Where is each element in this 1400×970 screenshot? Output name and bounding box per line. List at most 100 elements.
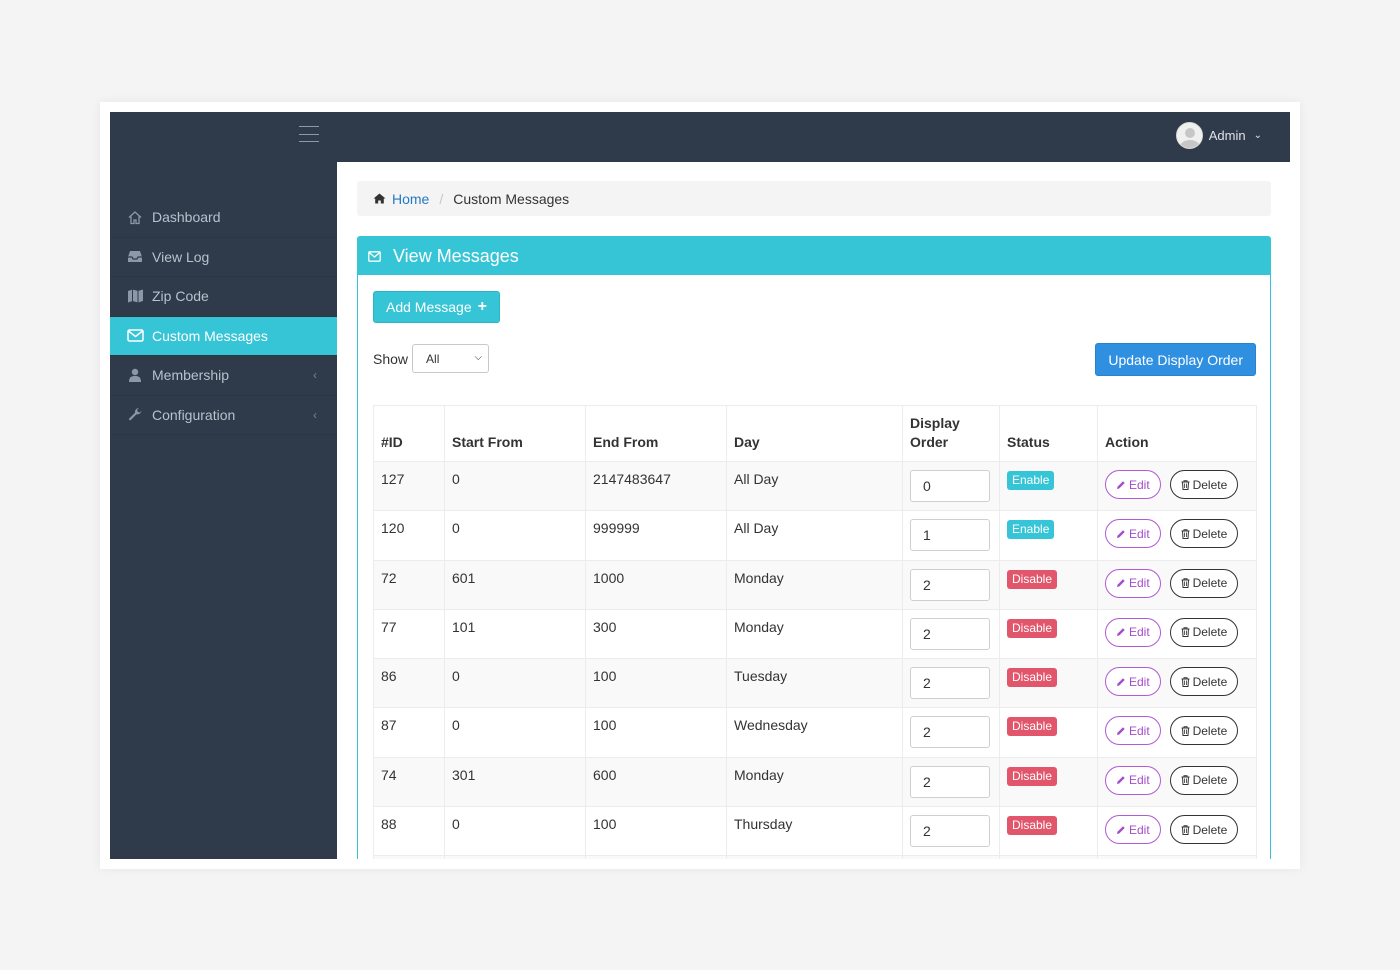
sidebar-item-view-log[interactable]: View Log	[110, 238, 337, 277]
cell-day: Wednesday	[726, 707, 903, 758]
delete-button[interactable]: Delete	[1169, 716, 1239, 746]
cell-day: All Day	[726, 460, 903, 512]
cell-action: Edit Delete	[1097, 658, 1257, 709]
edit-button[interactable]: Edit	[1105, 519, 1161, 549]
cell-status: Disable	[999, 756, 1098, 808]
cell-day: Thursday	[726, 806, 903, 857]
messages-table: #ID Start From End From Day Display Orde…	[373, 405, 1257, 859]
delete-label: Delete	[1192, 674, 1228, 689]
show-select-value: All	[426, 351, 440, 366]
chevron-left-icon: ‹	[313, 368, 317, 383]
chevron-down-icon: ⌄	[1253, 129, 1262, 141]
display-order-input[interactable]	[910, 667, 990, 700]
edit-button[interactable]: Edit	[1105, 568, 1161, 598]
edit-label: Edit	[1129, 625, 1150, 640]
display-order-input[interactable]	[910, 568, 990, 601]
table-body: 127 0 2147483647 All Day Enable Edit Del…	[373, 460, 1257, 859]
edit-button[interactable]: Edit	[1105, 617, 1161, 647]
update-display-order-button[interactable]: Update Display Order	[1095, 343, 1256, 376]
sidebar-item-label: Zip Code	[152, 288, 209, 305]
cell-status: Disable	[999, 806, 1098, 857]
display-order-input[interactable]	[910, 470, 990, 502]
sidebar-item-zip-code[interactable]: Zip Code	[110, 277, 337, 317]
status-badge: Disable	[1007, 618, 1058, 638]
column-header-display-order: Display Order	[902, 405, 1000, 462]
cell-id	[373, 855, 445, 859]
envelope-icon	[368, 250, 381, 262]
sidebar-item-custom-messages[interactable]: Custom Messages	[110, 316, 337, 356]
envelope-icon	[126, 329, 144, 342]
user-icon	[126, 368, 144, 383]
display-order-input[interactable]	[910, 617, 990, 650]
status-badge: Disable	[1007, 816, 1058, 836]
sidebar: Dashboard View Log Zip Code	[110, 162, 337, 859]
delete-button[interactable]: Delete	[1169, 815, 1239, 845]
edit-button[interactable]: Edit	[1105, 667, 1161, 697]
edit-button[interactable]: Edit	[1105, 815, 1161, 845]
cell-start-from: 0	[444, 510, 586, 561]
add-message-button[interactable]: Add Message +	[373, 291, 500, 323]
menu-toggle-icon[interactable]	[299, 126, 319, 142]
display-order-input[interactable]	[910, 519, 990, 552]
delete-button[interactable]: Delete	[1169, 519, 1239, 549]
sidebar-item-label: Custom Messages	[152, 327, 268, 344]
breadcrumb-home-link[interactable]: Home	[392, 190, 430, 207]
sidebar-item-dashboard[interactable]: Dashboard	[110, 198, 337, 238]
user-menu[interactable]: Admin ⌄	[1175, 120, 1262, 150]
delete-button[interactable]: Delete	[1169, 617, 1239, 647]
edit-label: Edit	[1129, 822, 1150, 837]
cell-action: Edit Delete	[1097, 707, 1257, 758]
pencil-icon	[1117, 480, 1125, 489]
home-icon	[373, 193, 386, 204]
cell-action: Edit Delete	[1097, 559, 1257, 610]
cell-id: 86	[373, 658, 445, 709]
status-badge: Disable	[1007, 668, 1058, 688]
chevron-down-icon: ⌵	[474, 352, 483, 363]
trash-icon	[1181, 676, 1190, 687]
cell-action: Edit Delete	[1097, 756, 1257, 808]
app-window: Admin ⌄ Dashboard View Log	[110, 112, 1290, 859]
cell-start-from: 0	[444, 806, 586, 857]
column-header-order-line2: Order	[910, 434, 949, 450]
cell-start-from: 0	[444, 658, 586, 709]
delete-button[interactable]: Delete	[1169, 765, 1239, 795]
delete-button[interactable]: Delete	[1169, 470, 1239, 499]
cell-status: Enable	[999, 460, 1098, 512]
trash-icon	[1181, 627, 1190, 638]
cell-id: 72	[373, 559, 445, 610]
cell-end-from: 600	[585, 756, 727, 808]
delete-label: Delete	[1192, 526, 1228, 541]
cell-action	[1097, 855, 1257, 859]
delete-button[interactable]: Delete	[1169, 667, 1239, 697]
display-order-input[interactable]	[910, 765, 990, 798]
cell-display-order	[902, 559, 1000, 610]
cell-end-from: 300	[585, 608, 727, 660]
table-row	[373, 855, 1257, 859]
edit-button[interactable]: Edit	[1105, 765, 1161, 795]
table-header-row: #ID Start From End From Day Display Orde…	[373, 405, 1257, 462]
cell-day: Monday	[726, 756, 903, 808]
cell-id: 127	[373, 460, 445, 512]
show-select[interactable]: All ⌵	[412, 344, 490, 373]
cell-day: Monday	[726, 608, 903, 660]
table-row: 127 0 2147483647 All Day Enable Edit Del…	[373, 460, 1257, 512]
sidebar-item-membership[interactable]: Membership ‹	[110, 356, 337, 396]
edit-label: Edit	[1129, 723, 1150, 738]
delete-button[interactable]: Delete	[1169, 568, 1239, 598]
cell-end-from: 100	[585, 707, 727, 758]
pencil-icon	[1117, 530, 1125, 538]
cell-start-from: 601	[444, 559, 586, 610]
user-name: Admin	[1208, 127, 1246, 143]
edit-button[interactable]: Edit	[1105, 716, 1161, 746]
edit-button[interactable]: Edit	[1105, 470, 1161, 499]
delete-label: Delete	[1192, 822, 1228, 837]
cell-action: Edit Delete	[1097, 460, 1257, 512]
display-order-input[interactable]	[910, 716, 990, 749]
sidebar-item-label: Dashboard	[152, 209, 221, 226]
display-order-input[interactable]	[910, 815, 990, 848]
inbox-icon	[126, 250, 144, 263]
sidebar-item-configuration[interactable]: Configuration ‹	[110, 396, 337, 435]
cell-end-from: 100	[585, 806, 727, 857]
edit-label: Edit	[1129, 674, 1150, 689]
wrench-icon	[126, 407, 144, 422]
